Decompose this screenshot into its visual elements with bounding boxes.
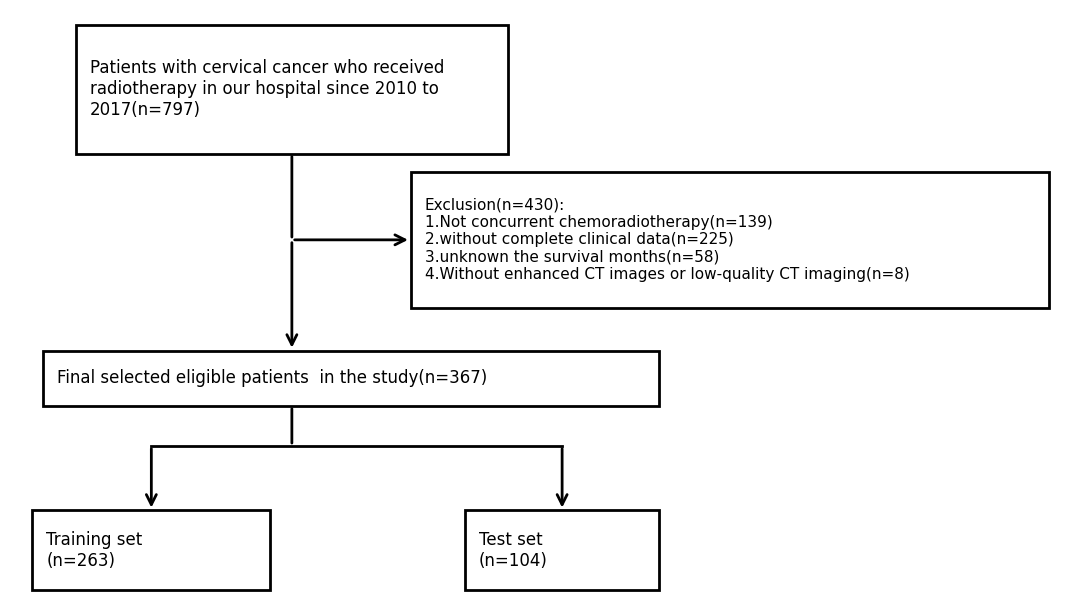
FancyBboxPatch shape — [411, 172, 1049, 308]
FancyBboxPatch shape — [465, 510, 659, 590]
Text: Test set
(n=104): Test set (n=104) — [479, 531, 548, 570]
Text: Exclusion(n=430):
1.Not concurrent chemoradiotherapy(n=139)
2.without complete c: Exclusion(n=430): 1.Not concurrent chemo… — [425, 197, 909, 282]
Text: Patients with cervical cancer who received
radiotherapy in our hospital since 20: Patients with cervical cancer who receiv… — [90, 60, 444, 119]
FancyBboxPatch shape — [32, 510, 270, 590]
Text: Final selected eligible patients  in the study(n=367): Final selected eligible patients in the … — [57, 369, 488, 387]
FancyBboxPatch shape — [43, 351, 659, 406]
FancyBboxPatch shape — [76, 25, 508, 154]
Text: Training set
(n=263): Training set (n=263) — [46, 531, 143, 570]
